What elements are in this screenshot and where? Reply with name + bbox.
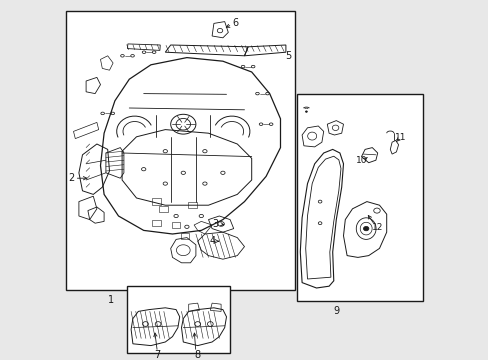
Bar xyxy=(152,220,160,226)
Bar xyxy=(152,198,160,205)
Text: 5: 5 xyxy=(285,51,291,61)
Text: 9: 9 xyxy=(332,306,339,316)
Text: 1: 1 xyxy=(108,294,114,305)
Text: 11: 11 xyxy=(394,133,406,142)
Text: 10: 10 xyxy=(355,156,366,165)
Text: 8: 8 xyxy=(194,350,200,360)
Bar xyxy=(187,202,196,208)
Bar xyxy=(171,222,180,228)
Text: 2: 2 xyxy=(68,173,74,183)
Bar xyxy=(66,11,294,290)
Bar xyxy=(127,286,230,353)
Text: 12: 12 xyxy=(371,223,382,232)
Bar xyxy=(181,233,189,239)
Text: 7: 7 xyxy=(154,350,160,360)
Text: 6: 6 xyxy=(232,18,238,28)
Ellipse shape xyxy=(305,111,306,112)
Bar xyxy=(296,94,422,301)
Text: 4: 4 xyxy=(209,236,215,246)
Ellipse shape xyxy=(363,226,368,231)
Bar xyxy=(159,206,167,212)
Text: 3: 3 xyxy=(212,219,218,229)
